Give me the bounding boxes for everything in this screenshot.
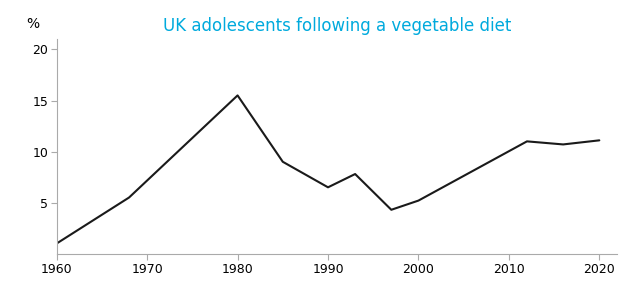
Title: UK adolescents following a vegetable diet: UK adolescents following a vegetable die…: [163, 17, 511, 35]
Text: %: %: [26, 17, 39, 31]
